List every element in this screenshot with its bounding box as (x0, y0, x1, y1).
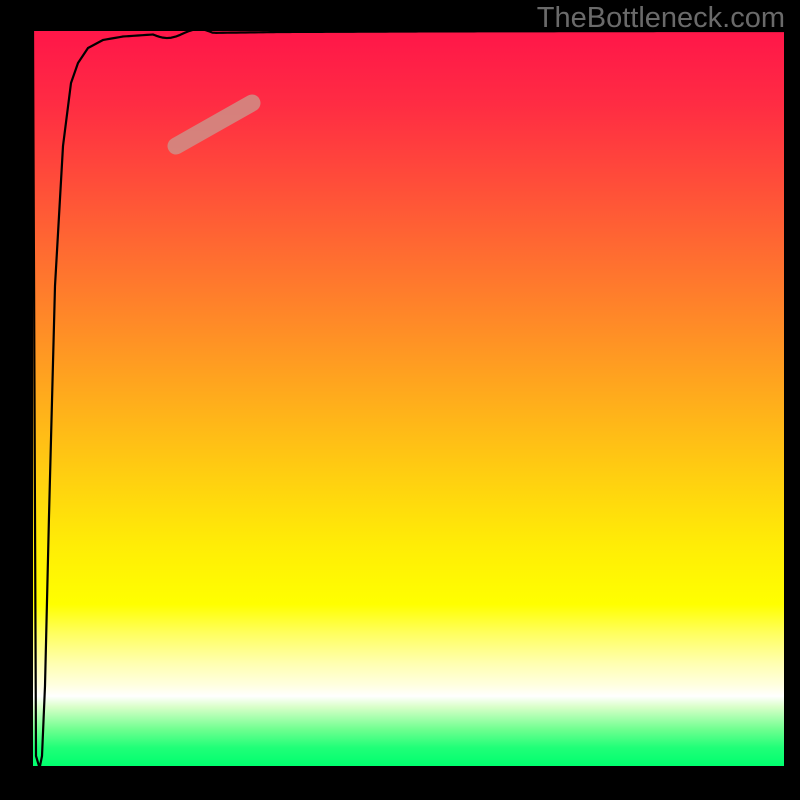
chart-container: TheBottleneck.com (0, 0, 800, 800)
bottleneck-curve (33, 31, 784, 766)
curve-layer (33, 31, 784, 766)
curve-highlight (176, 103, 252, 146)
watermark-text: TheBottleneck.com (537, 2, 785, 35)
plot-area (33, 31, 784, 766)
